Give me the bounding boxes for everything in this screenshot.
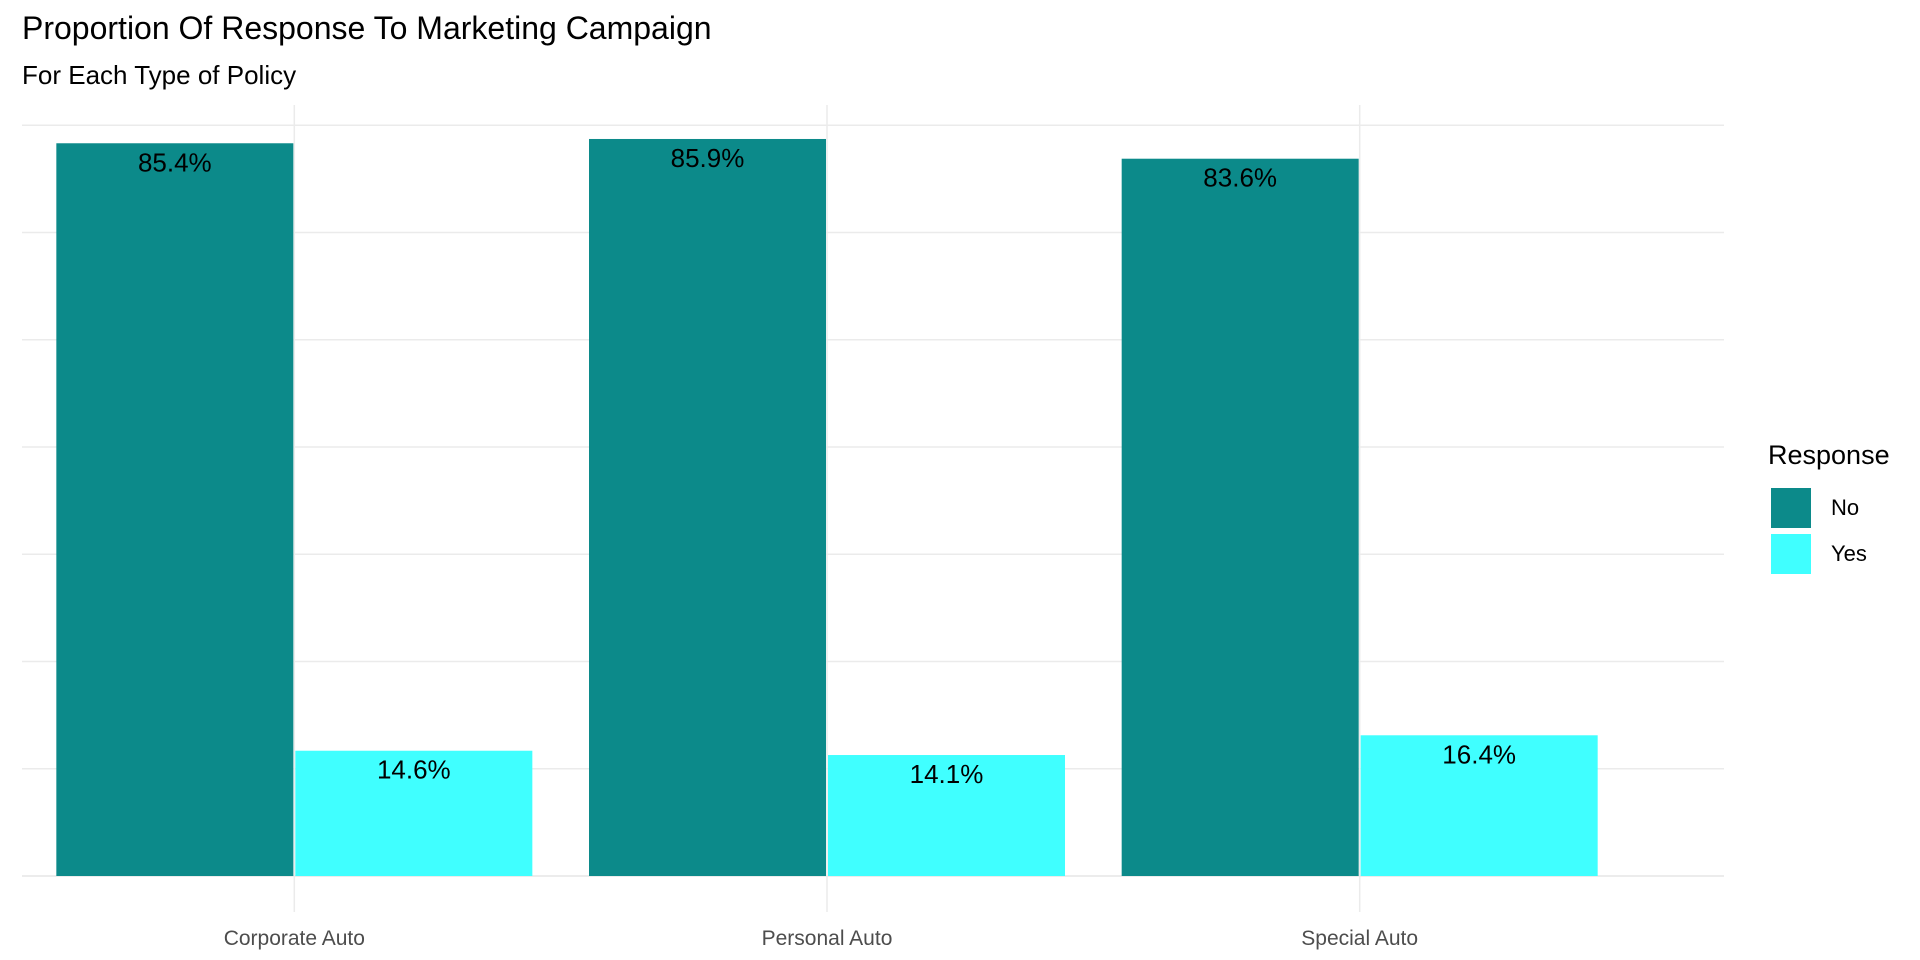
data-label-yes-2: 16.4% (1442, 739, 1516, 769)
bar-yes-1 (828, 755, 1066, 876)
x-tick-label-1: Personal Auto (762, 927, 893, 950)
grid-lines (22, 105, 1724, 912)
x-axis-tick-labels: Corporate Auto Personal Auto Special Auto (224, 927, 1418, 950)
data-labels: 85.4% 14.6% 85.9% 14.1% 83.6% 16.4% (138, 143, 1516, 789)
data-label-no-0: 85.4% (138, 147, 212, 177)
data-label-yes-0: 14.6% (377, 755, 451, 785)
legend-item-yes: Yes (1768, 531, 1890, 577)
bar-yes-2 (1360, 735, 1598, 876)
x-tick-label-0: Corporate Auto (224, 927, 365, 950)
legend: Response No Yes (1768, 440, 1890, 577)
legend-item-no: No (1768, 485, 1890, 531)
legend-swatch-no (1771, 488, 1811, 528)
data-label-no-2: 83.6% (1203, 163, 1277, 193)
bar-no-0 (56, 143, 294, 876)
bar-no-2 (1121, 158, 1359, 876)
data-label-no-1: 85.9% (671, 143, 745, 173)
legend-title: Response (1768, 440, 1890, 470)
data-label-yes-1: 14.1% (910, 759, 984, 789)
legend-swatch-yes (1771, 534, 1811, 574)
bars (56, 138, 1598, 876)
bar-no-1 (589, 138, 827, 876)
chart-title: Proportion Of Response To Marketing Camp… (22, 10, 712, 46)
chart-subtitle: For Each Type of Policy (22, 60, 297, 90)
legend-label-no: No (1831, 495, 1860, 520)
legend-label-yes: Yes (1831, 541, 1867, 566)
bar-yes-0 (295, 750, 533, 876)
x-tick-label-2: Special Auto (1301, 927, 1418, 950)
